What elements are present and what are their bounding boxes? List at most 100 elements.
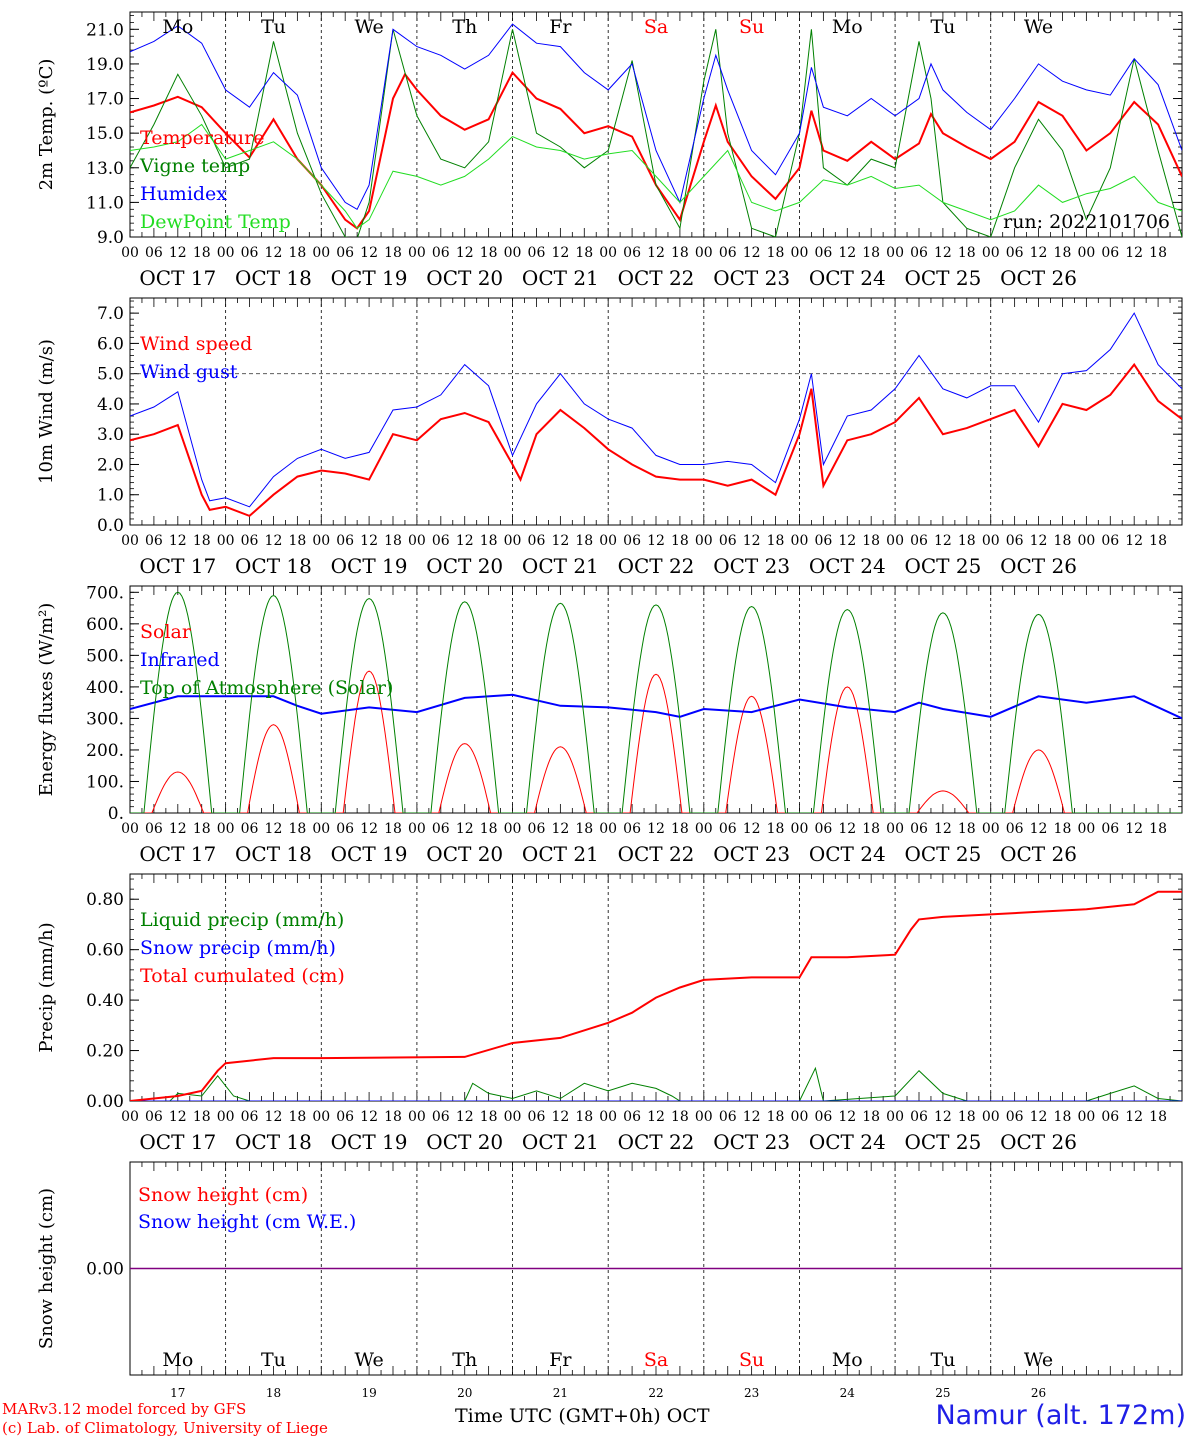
- legend-entry: Top of Atmosphere (Solar): [140, 677, 393, 699]
- date-label: OCT 26: [1000, 842, 1077, 866]
- time-axis-label: Time UTC (GMT+0h) OCT: [455, 1405, 710, 1427]
- weekday-label-bottom: Fr: [549, 1349, 572, 1371]
- hour-tick-label: 18: [575, 533, 593, 549]
- y-axis-title: Precip (mm/h): [36, 922, 57, 1052]
- model-credit-line2: (c) Lab. of Climatology, University of L…: [2, 1419, 328, 1437]
- hour-tick-label: 18: [575, 1109, 593, 1125]
- date-label: OCT 25: [904, 1130, 981, 1154]
- hour-tick-label: 06: [336, 1109, 354, 1125]
- hour-tick-label: 00: [312, 533, 330, 549]
- hour-tick-label: 18: [575, 245, 593, 261]
- weekday-label-bottom: Su: [739, 1349, 764, 1371]
- hour-tick-label: 12: [265, 245, 283, 261]
- hour-tick-label: 12: [1125, 245, 1143, 261]
- weekday-label-top: Su: [739, 16, 764, 38]
- hour-tick-label: 06: [528, 533, 546, 549]
- hour-tick-label: 18: [288, 1109, 306, 1125]
- date-label: OCT 23: [713, 1130, 790, 1154]
- day-number-label: 21: [553, 1386, 568, 1400]
- hour-tick-label: 06: [910, 533, 928, 549]
- y-tick-label: 21.0: [86, 20, 124, 40]
- weekday-label-bottom: Tu: [261, 1349, 286, 1371]
- hour-tick-label: 06: [432, 821, 450, 837]
- hour-tick-label: 06: [1006, 821, 1024, 837]
- hour-tick-label: 18: [193, 245, 211, 261]
- y-tick-label: 17.0: [86, 90, 124, 110]
- legend-entry: Vigne temp: [139, 155, 250, 177]
- hour-tick-label: 00: [599, 245, 617, 261]
- panel-frame: [129, 585, 1183, 814]
- date-label: OCT 25: [904, 842, 981, 866]
- hour-tick-label: 18: [862, 821, 880, 837]
- plot-area: [130, 23, 1182, 237]
- hour-tick-label: 06: [623, 1109, 641, 1125]
- legend-entry: Solar: [140, 621, 192, 643]
- hour-tick-label: 18: [480, 821, 498, 837]
- hour-tick-label: 00: [217, 245, 235, 261]
- hour-tick-label: 12: [838, 821, 856, 837]
- weekday-label-top: We: [354, 16, 383, 38]
- hour-tick-label: 06: [336, 245, 354, 261]
- hour-tick-label: 06: [241, 1109, 259, 1125]
- hour-tick-label: 06: [241, 821, 259, 837]
- hour-tick-label: 18: [1149, 533, 1167, 549]
- hour-tick-label: 18: [671, 533, 689, 549]
- y-tick-label: 600.: [86, 615, 124, 635]
- weekday-label-bottom: Sa: [644, 1349, 668, 1371]
- hour-tick-label: 18: [480, 1109, 498, 1125]
- panel-1: 9.0 11.0 13.0 15.0 17.0 19.0 21.0 2m Temp. (ºC)…: [36, 11, 1183, 290]
- hour-tick-label: 18: [480, 245, 498, 261]
- date-label: OCT 21: [522, 842, 599, 866]
- hour-tick-label: 12: [934, 1109, 952, 1125]
- hour-tick-label: 06: [1006, 1109, 1024, 1125]
- series-line: [130, 670, 1182, 813]
- hour-tick-label: 12: [360, 1109, 378, 1125]
- series-line: [130, 123, 1182, 230]
- hour-tick-label: 00: [312, 245, 330, 261]
- day-number-label: 26: [1031, 1386, 1046, 1400]
- hour-tick-label: 00: [121, 533, 139, 549]
- hour-tick-label: 06: [910, 821, 928, 837]
- y-tick-label: 0.20: [86, 1042, 124, 1062]
- hour-tick-label: 12: [1030, 821, 1048, 837]
- hour-tick-label: 12: [551, 821, 569, 837]
- hour-tick-label: 06: [1006, 245, 1024, 261]
- hour-tick-label: 00: [982, 245, 1000, 261]
- weekday-label-top: Tu: [930, 16, 955, 38]
- hour-tick-label: 18: [288, 821, 306, 837]
- hour-tick-label: 18: [384, 245, 402, 261]
- hour-tick-label: 12: [838, 245, 856, 261]
- weekday-label-bottom: We: [354, 1349, 383, 1371]
- hour-tick-label: 00: [695, 1109, 713, 1125]
- hour-tick-label: 12: [647, 1109, 665, 1125]
- date-label: OCT 24: [809, 842, 886, 866]
- hour-tick-label: 06: [241, 533, 259, 549]
- day-number-label: 17: [170, 1386, 185, 1400]
- hour-tick-label: 00: [504, 1109, 522, 1125]
- hour-tick-label: 12: [743, 533, 761, 549]
- hour-tick-label: 00: [982, 533, 1000, 549]
- hour-tick-label: 18: [767, 821, 785, 837]
- hour-tick-label: 00: [1077, 245, 1095, 261]
- hour-tick-label: 18: [671, 1109, 689, 1125]
- date-label: OCT 18: [235, 554, 312, 578]
- hour-tick-label: 00: [1077, 533, 1095, 549]
- hour-tick-label: 00: [217, 1109, 235, 1125]
- date-label: OCT 22: [618, 554, 695, 578]
- date-label: OCT 21: [522, 266, 599, 290]
- legend-entry: DewPoint Temp: [140, 211, 291, 233]
- hour-tick-label: 12: [838, 533, 856, 549]
- hour-tick-label: 06: [623, 533, 641, 549]
- hour-tick-label: 06: [719, 1109, 737, 1125]
- hour-tick-label: 12: [1030, 245, 1048, 261]
- hour-tick-label: 18: [384, 1109, 402, 1125]
- month-label: OCT: [666, 1405, 710, 1427]
- hour-tick-label: 18: [958, 245, 976, 261]
- hour-tick-label: 12: [743, 245, 761, 261]
- date-label: OCT 26: [1000, 266, 1077, 290]
- date-label: OCT 18: [235, 1130, 312, 1154]
- y-axis-title: 10m Wind (m/s): [36, 339, 57, 484]
- hour-tick-label: 00: [886, 245, 904, 261]
- hour-tick-label: 12: [1125, 533, 1143, 549]
- hour-tick-label: 06: [814, 1109, 832, 1125]
